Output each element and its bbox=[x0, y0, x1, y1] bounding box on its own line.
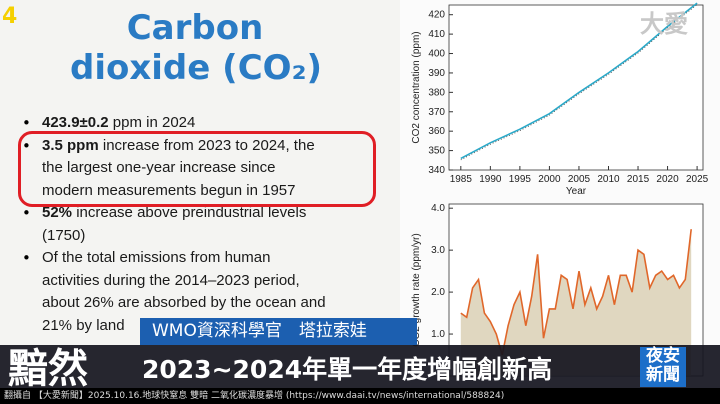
x-tick-label: 2010 bbox=[597, 174, 620, 185]
bullet-dot: • bbox=[22, 136, 31, 155]
y-axis-label: CO2 growth rate (ppm/yr) bbox=[411, 233, 422, 346]
bullet-line: Of the total emissions from human bbox=[42, 249, 270, 266]
text: activities during the 2014–2023 period, bbox=[42, 271, 300, 289]
y-tick-label: 360 bbox=[428, 126, 445, 137]
text: ppm in 2024 bbox=[108, 114, 196, 131]
headline-bar bbox=[0, 345, 720, 388]
y-tick-label: 380 bbox=[428, 87, 445, 98]
ticker: 翻攝自 【大愛新聞】2025.10.16.地球快窒息 雙暗 二氧化碳濃度暴增 (… bbox=[0, 388, 720, 404]
bullet-line: 423.9±0.2 ppm in 2024 bbox=[42, 114, 195, 131]
x-tick-label: 1990 bbox=[479, 174, 502, 185]
brand-line: 新聞 bbox=[646, 365, 680, 385]
corner-number: 4 bbox=[2, 4, 18, 29]
text: about 26% are absorbed by the ocean and bbox=[42, 294, 326, 311]
y-tick-label: 2.0 bbox=[431, 287, 445, 298]
bullet-line: 3.5 ppm increase from 2023 to 2024, the bbox=[42, 137, 315, 154]
x-tick-label: 2015 bbox=[627, 174, 650, 185]
person: 塔拉索娃 bbox=[298, 321, 367, 341]
bullet-line: activities during the 2014–2023 period, bbox=[42, 272, 300, 289]
x-axis-label: Year bbox=[566, 186, 587, 197]
x-tick-label: 2025 bbox=[686, 174, 709, 185]
bullet-dot: • bbox=[22, 249, 31, 267]
bullet-dot: • bbox=[22, 114, 31, 132]
y-axis-label: CO2 concentration (ppm) bbox=[411, 31, 422, 143]
text: (1750) bbox=[42, 226, 86, 244]
bullet-line: 52% increase above preindustrial levels bbox=[42, 204, 306, 221]
name-banner: WMO資深科學官 塔拉索娃 bbox=[140, 318, 417, 345]
area bbox=[460, 229, 692, 376]
y-tick-label: 390 bbox=[428, 68, 445, 79]
line bbox=[460, 229, 692, 356]
x-tick-label: 1995 bbox=[509, 174, 532, 185]
highlight bbox=[18, 131, 376, 207]
text: increase from 2023 to 2024, the bbox=[98, 136, 315, 154]
y-tick-label: 340 bbox=[428, 165, 445, 176]
bullet-line: the largest one-year increase since bbox=[42, 159, 275, 176]
text: the largest one-year increase since bbox=[42, 159, 276, 176]
bullet-dot: • bbox=[22, 204, 31, 222]
logo: 大愛 bbox=[640, 10, 688, 38]
bullet-line: (1750) bbox=[42, 227, 85, 244]
bullet-line: modern measurements begun in 1957 bbox=[42, 182, 296, 199]
x-tick-label: 2020 bbox=[656, 174, 679, 185]
brand: 夜安 新聞 bbox=[640, 347, 686, 387]
bold: 3.5 ppm bbox=[42, 136, 99, 154]
tag: 黯然 bbox=[8, 346, 88, 392]
bullet-line: about 26% are absorbed by the ocean and bbox=[42, 294, 326, 311]
y-tick-label: 370 bbox=[428, 107, 445, 118]
headline: 2023~2024年單一年度增幅創新高 bbox=[142, 355, 553, 384]
y-tick-label: 420 bbox=[428, 10, 445, 21]
line bbox=[460, 2, 698, 160]
brand-line: 夜安 bbox=[646, 346, 680, 366]
line-shadow bbox=[460, 4, 698, 161]
y-tick-label: 3.0 bbox=[431, 245, 445, 256]
y-tick-label: 1.0 bbox=[431, 329, 445, 340]
y-tick-label: 400 bbox=[428, 49, 445, 60]
job-title: WMO資深科學官 bbox=[152, 321, 282, 341]
y-tick-label: 4.0 bbox=[431, 203, 445, 214]
bold: 423.9±0.2 bbox=[42, 114, 109, 131]
slide-title: Carbon bbox=[126, 8, 264, 48]
text: increase above preindustrial levels bbox=[72, 204, 307, 221]
bullet-line: 21% by land bbox=[42, 317, 125, 334]
x-tick-label: 1985 bbox=[450, 174, 473, 185]
text: 21% by land bbox=[42, 316, 125, 334]
x-tick-label: 2005 bbox=[568, 174, 591, 185]
x-tick-label: 2000 bbox=[538, 174, 561, 185]
bold: 52% bbox=[42, 204, 73, 221]
y-tick-label: 410 bbox=[428, 29, 445, 40]
slide-title: dioxide (CO₂) bbox=[70, 48, 322, 88]
y-tick-label: 350 bbox=[428, 146, 445, 157]
text: Of the total emissions from human bbox=[42, 249, 271, 266]
text: modern measurements begun in 1957 bbox=[42, 181, 296, 199]
